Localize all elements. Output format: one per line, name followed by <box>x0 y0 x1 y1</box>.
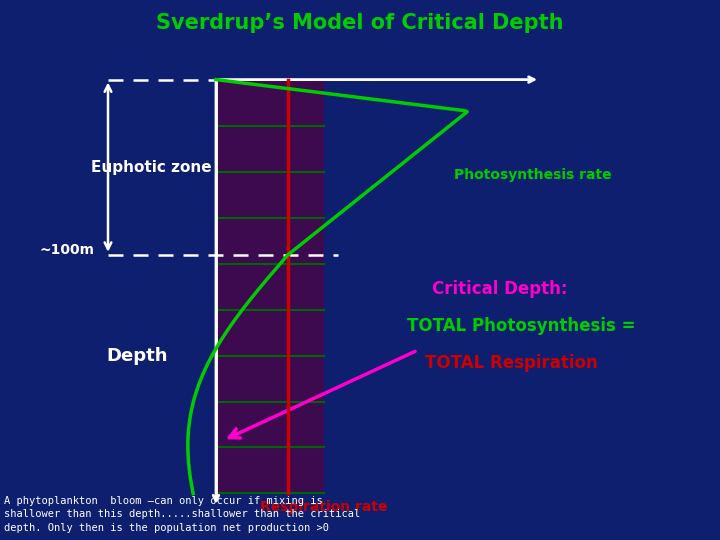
Text: Depth: Depth <box>106 347 168 364</box>
Text: A phytoplankton  bloom –can only occur if mixing is
shallower than this depth...: A phytoplankton bloom –can only occur if… <box>4 496 360 532</box>
Text: ~100m: ~100m <box>40 244 94 258</box>
Text: Euphotic zone: Euphotic zone <box>91 160 212 174</box>
Text: TOTAL Photosynthesis =: TOTAL Photosynthesis = <box>407 318 635 335</box>
Bar <box>216 79 324 494</box>
Text: Respiration rate: Respiration rate <box>260 500 388 514</box>
Text: Photosynthesis rate: Photosynthesis rate <box>454 168 611 182</box>
Text: Critical Depth:: Critical Depth: <box>432 280 567 298</box>
Text: Sverdrup’s Model of Critical Depth: Sverdrup’s Model of Critical Depth <box>156 14 564 33</box>
Text: TOTAL Respiration: TOTAL Respiration <box>425 354 598 373</box>
